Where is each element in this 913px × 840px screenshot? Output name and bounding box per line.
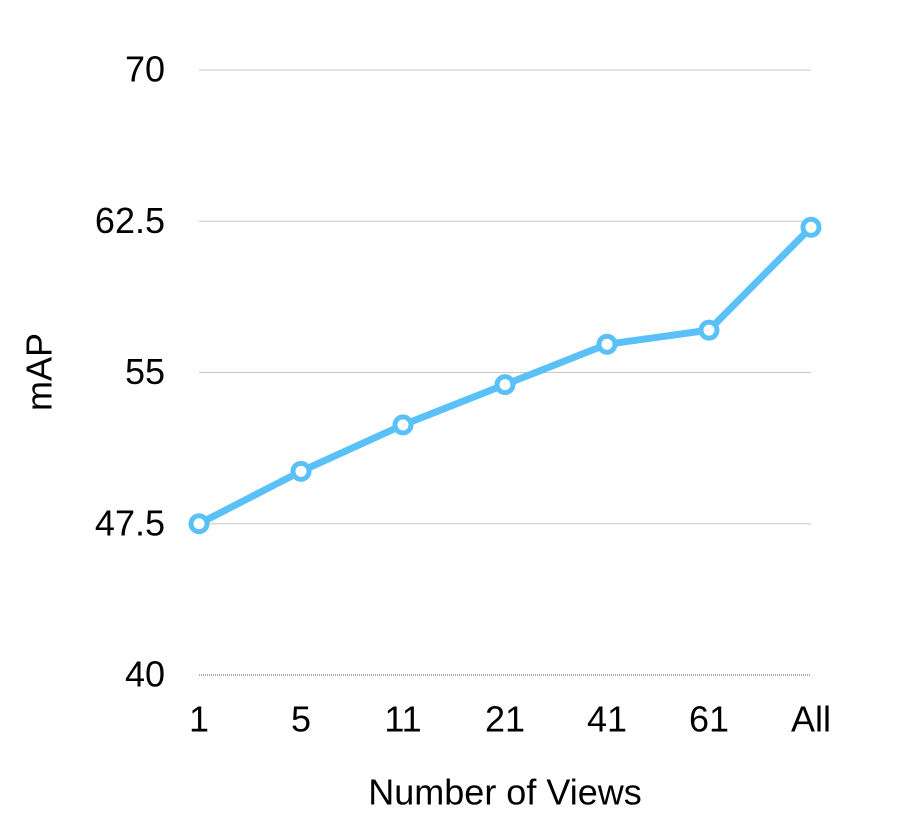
point (392, 414, 414, 436)
x-tick-label: 21 (485, 699, 525, 740)
point (596, 333, 618, 355)
point (494, 374, 516, 396)
y-tick-label: 47.5 (95, 502, 165, 543)
y-tick-label: 40 (125, 654, 165, 695)
point (188, 513, 210, 535)
point (290, 460, 312, 482)
x-tick-label: All (791, 699, 831, 740)
y-tick-label: 62.5 (95, 200, 165, 241)
x-tick-label: 11 (384, 699, 421, 740)
x-axis-title: Number of Views (368, 772, 641, 813)
x-tick-label: 41 (587, 699, 627, 740)
y-axis-title: mAP (19, 333, 60, 411)
y-tick-label: 70 (125, 49, 165, 90)
point (800, 216, 822, 238)
point (698, 319, 720, 341)
x-tick-label: 61 (689, 699, 729, 740)
x-tick-label: 5 (291, 699, 311, 740)
y-tick-label: 55 (125, 351, 165, 392)
x-tick-label: 1 (189, 699, 209, 740)
